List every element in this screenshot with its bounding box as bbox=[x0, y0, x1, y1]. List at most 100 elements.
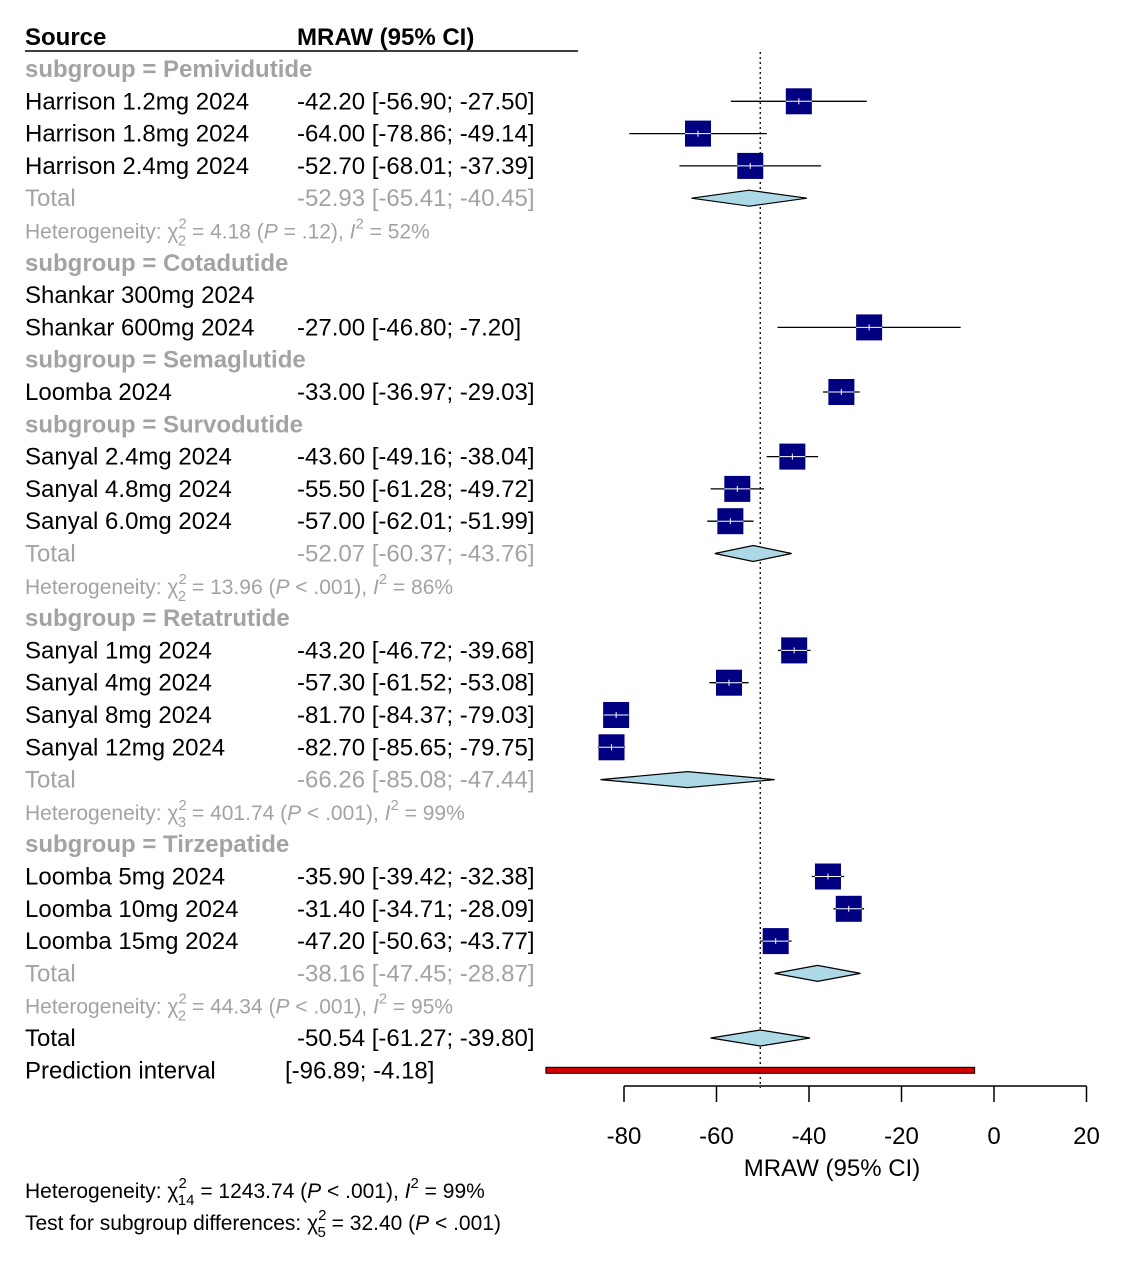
subgroup-heterogeneity-text: = 99% bbox=[399, 802, 465, 825]
subtotal-estimate-text: -52.93 [-65.41; -40.45] bbox=[297, 185, 535, 212]
study-estimate-text: -64.00 [-78.86; -49.14] bbox=[297, 121, 535, 148]
study-label: Loomba 2024 bbox=[25, 379, 172, 406]
study-label: Shankar 300mg 2024 bbox=[25, 282, 255, 309]
subgroup-heterogeneity-text: = 13.96 ( bbox=[186, 576, 275, 599]
study-label: Harrison 2.4mg 2024 bbox=[25, 153, 249, 180]
study-estimate-text: -31.40 [-34.71; -28.09] bbox=[297, 896, 535, 923]
subgroup-heterogeneity-i: I bbox=[385, 802, 391, 825]
subgroup-heterogeneity-p: P bbox=[287, 802, 301, 825]
overall-heterogeneity-text: = 99% bbox=[419, 1180, 485, 1203]
subgroup-heterogeneity-superscript: 2 bbox=[178, 571, 186, 588]
x-tick-label: 20 bbox=[1073, 1123, 1100, 1150]
subgroup-label: subgroup = Pemividutide bbox=[25, 56, 312, 83]
study-estimate-text: -57.00 [-62.01; -51.99] bbox=[297, 508, 535, 535]
table-rows: subgroup = Pemividutide Harrison 1.2mg 20… bbox=[25, 56, 535, 1084]
subgroup-heterogeneity-text: < .001), bbox=[301, 802, 384, 825]
subgroup-label: subgroup = Tirzepatide bbox=[25, 831, 289, 858]
subgroup-heterogeneity-p: P bbox=[264, 221, 278, 244]
study-estimate-text: -81.70 [-84.37; -79.03] bbox=[297, 702, 535, 729]
subgroup-label: subgroup = Cotadutide bbox=[25, 250, 288, 277]
subgroup-heterogeneity-i: I bbox=[350, 221, 356, 244]
subgroup-difference-test-p: P bbox=[415, 1212, 429, 1235]
study-estimate-text: -55.50 [-61.28; -49.72] bbox=[297, 476, 535, 503]
study-estimate-text: -35.90 [-39.42; -32.38] bbox=[297, 864, 535, 891]
overall-heterogeneity-text: < .001), bbox=[321, 1180, 404, 1203]
overall-label: Total bbox=[25, 1025, 76, 1052]
overall-heterogeneity-superscript: 2 bbox=[410, 1175, 418, 1192]
subgroup-heterogeneity-text: = 52% bbox=[364, 221, 430, 244]
study-label: Harrison 1.2mg 2024 bbox=[25, 88, 249, 115]
subgroup-label: subgroup = Survodutide bbox=[25, 411, 303, 438]
subgroup-difference-test-subscript: 5 bbox=[317, 1224, 325, 1241]
subtotal-label: Total bbox=[25, 767, 76, 794]
study-label: Sanyal 6.0mg 2024 bbox=[25, 508, 232, 535]
x-tick-label: -20 bbox=[884, 1123, 919, 1150]
subgroup-heterogeneity: Heterogeneity: χ2 2 = 4.18 (P = .12), I2 … bbox=[25, 216, 430, 250]
study-label: Shankar 600mg 2024 bbox=[25, 314, 255, 341]
overall-heterogeneity-p: P bbox=[307, 1180, 321, 1203]
effect-header: MRAW (95% CI) bbox=[297, 24, 474, 51]
subgroup-heterogeneity-superscript: 2 bbox=[390, 797, 398, 814]
subgroup-heterogeneity-text: = 95% bbox=[387, 996, 453, 1019]
subgroup-heterogeneity-text: Heterogeneity: χ bbox=[25, 996, 178, 1019]
study-estimate-text: -82.70 [-85.65; -79.75] bbox=[297, 734, 535, 761]
subgroup-heterogeneity-superscript: 2 bbox=[178, 216, 186, 233]
subgroup-difference-test-superscript: 2 bbox=[318, 1207, 326, 1224]
subgroup-heterogeneity-text: = .12), bbox=[278, 221, 350, 244]
subgroup-heterogeneity-superscript: 2 bbox=[379, 991, 387, 1008]
study-label: Sanyal 2.4mg 2024 bbox=[25, 444, 232, 471]
overall-heterogeneity: Heterogeneity: χ2 14 = 1243.74 (P < .001)… bbox=[25, 1175, 485, 1209]
subtotal-estimate-text: -52.07 [-60.37; -43.76] bbox=[297, 541, 535, 568]
subgroup-heterogeneity-superscript: 2 bbox=[178, 797, 186, 814]
study-estimate-text: -33.00 [-36.97; -29.03] bbox=[297, 379, 535, 406]
subgroup-difference-test: Test for subgroup differences: χ2 5 = 32.… bbox=[25, 1207, 501, 1241]
overall-heterogeneity-text: = 1243.74 ( bbox=[194, 1180, 307, 1203]
source-header: Source bbox=[25, 24, 106, 51]
study-estimate-text: -42.20 [-56.90; -27.50] bbox=[297, 88, 535, 115]
subgroup-heterogeneity-text: < .001), bbox=[289, 576, 372, 599]
study-label: Sanyal 12mg 2024 bbox=[25, 734, 225, 761]
subtotal-label: Total bbox=[25, 960, 76, 987]
subgroup-heterogeneity: Heterogeneity: χ2 3 = 401.74 (P < .001), … bbox=[25, 797, 465, 831]
subgroup-label: subgroup = Retatrutide bbox=[25, 605, 290, 632]
study-estimate-text: -52.70 [-68.01; -37.39] bbox=[297, 153, 535, 180]
subtotal-diamond bbox=[774, 964, 861, 983]
subgroup-heterogeneity-superscript: 2 bbox=[379, 571, 387, 588]
study-label: Sanyal 1mg 2024 bbox=[25, 637, 212, 664]
subgroup-heterogeneity: Heterogeneity: χ2 2 = 13.96 (P < .001), I… bbox=[25, 571, 453, 605]
study-label: Sanyal 8mg 2024 bbox=[25, 702, 212, 729]
overall-heterogeneity-subscript: 14 bbox=[178, 1192, 195, 1209]
overall-heterogeneity-superscript: 2 bbox=[178, 1175, 186, 1192]
subgroup-heterogeneity-text: = 44.34 ( bbox=[186, 996, 275, 1019]
x-tick-label: -60 bbox=[699, 1123, 734, 1150]
study-label: Loomba 5mg 2024 bbox=[25, 864, 225, 891]
subtotal-diamond bbox=[714, 544, 792, 563]
subgroup-difference-test-text: Test for subgroup differences: χ bbox=[25, 1212, 318, 1235]
subgroup-heterogeneity-p: P bbox=[275, 996, 289, 1019]
overall-heterogeneity-i: I bbox=[405, 1180, 411, 1203]
subgroup-heterogeneity-text: Heterogeneity: χ bbox=[25, 802, 178, 825]
prediction-label: Prediction interval bbox=[25, 1057, 216, 1084]
subgroup-heterogeneity-text: = 401.74 ( bbox=[186, 802, 287, 825]
overall-heterogeneity-text: Heterogeneity: χ bbox=[25, 1180, 178, 1203]
prediction-interval-bar bbox=[545, 1066, 976, 1074]
subtotal-diamond bbox=[600, 770, 775, 789]
subgroup-heterogeneity-text: = 4.18 ( bbox=[186, 221, 264, 244]
subtotal-label: Total bbox=[25, 185, 76, 212]
subgroup-difference-test-text: = 32.40 ( bbox=[326, 1212, 415, 1235]
subgroup-heterogeneity-subscript: 2 bbox=[178, 588, 186, 605]
study-label: Loomba 10mg 2024 bbox=[25, 896, 239, 923]
table-header: Source MRAW (95% CI) bbox=[25, 24, 578, 52]
subgroup-heterogeneity-text: < .001), bbox=[289, 996, 372, 1019]
prediction-estimate-text: [-96.89; -4.18] bbox=[285, 1057, 434, 1084]
overall-diamond bbox=[710, 1029, 811, 1047]
study-label: Sanyal 4mg 2024 bbox=[25, 670, 212, 697]
subgroup-heterogeneity-text: = 86% bbox=[387, 576, 453, 599]
study-estimate-text: -47.20 [-50.63; -43.77] bbox=[297, 928, 535, 955]
study-label: Loomba 15mg 2024 bbox=[25, 928, 239, 955]
subgroup-heterogeneity-p: P bbox=[275, 576, 289, 599]
x-tick-label: 0 bbox=[987, 1123, 1000, 1150]
subtotal-diamond bbox=[691, 189, 808, 207]
subgroup-heterogeneity: Heterogeneity: χ2 2 = 44.34 (P < .001), I… bbox=[25, 991, 453, 1025]
